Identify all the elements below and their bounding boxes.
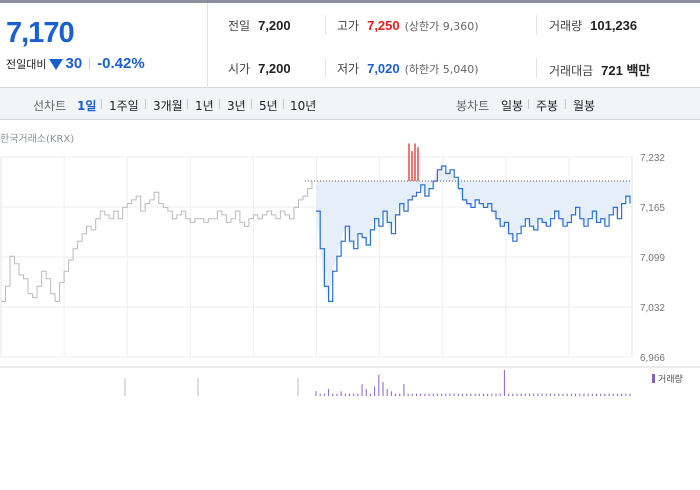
stat-value: 721 백만 — [601, 63, 651, 78]
tab-1y[interactable]: 1년 — [195, 99, 214, 113]
divider — [89, 57, 91, 70]
price-box: 7,170 전일대비 30 -0.42% — [0, 3, 208, 88]
change-percent: -0.42% — [97, 55, 145, 72]
down-triangle-icon — [49, 58, 64, 70]
data-source: 한국거래소(KRX) — [0, 134, 75, 145]
stat-low: 저가 7,020 (하한가 5,040) — [337, 60, 479, 77]
stat-value: 7,200 — [258, 61, 291, 76]
tab-3y[interactable]: 3년 — [227, 99, 246, 113]
volume-legend-label: 거래량 — [658, 375, 683, 385]
stat-prev-close: 전일 7,200 — [228, 17, 291, 34]
current-price: 7,170 — [6, 17, 75, 49]
stat-label: 시가 — [228, 62, 251, 76]
divider — [283, 99, 284, 109]
divider — [187, 99, 188, 109]
stat-trade-value: 거래대금 721 백만 — [549, 60, 650, 79]
quote-summary: 7,170 전일대비 30 -0.42% 전일 7,200 시가 7,200 고… — [0, 0, 700, 88]
divider — [325, 15, 326, 35]
stat-open: 시가 7,200 — [228, 60, 291, 77]
divider — [528, 99, 529, 109]
stat-sub: (상한가 9,360) — [404, 20, 479, 33]
stat-label: 고가 — [337, 19, 360, 33]
stat-label: 전일 — [228, 19, 251, 33]
stat-value: 101,236 — [590, 18, 638, 33]
tab-3m[interactable]: 3개월 — [153, 99, 183, 113]
series-today-fill — [316, 166, 630, 302]
divider — [325, 58, 326, 78]
stat-label: 저가 — [337, 62, 360, 76]
divider — [251, 99, 252, 109]
y-tick-label: 6,966 — [640, 353, 665, 364]
candle-chart-label: 봉차트 — [456, 99, 490, 113]
tab-5y[interactable]: 5년 — [259, 99, 278, 113]
series-today — [316, 165, 631, 302]
change-row: 전일대비 30 -0.42% — [6, 55, 145, 72]
series-previous-day — [1, 181, 313, 302]
stat-volume: 거래량 101,236 — [549, 17, 637, 34]
divider — [536, 15, 537, 35]
volume-swatch — [652, 374, 655, 383]
change-value: 30 — [65, 55, 83, 72]
tab-daily-candle[interactable]: 일봉 — [501, 99, 524, 113]
divider — [101, 99, 102, 109]
change-label: 전일대비 — [6, 57, 47, 71]
tab-monthly-candle[interactable]: 월봉 — [573, 99, 596, 113]
stat-value: 7,250 — [367, 18, 400, 33]
tab-10y[interactable]: 10년 — [290, 99, 317, 113]
stat-sub: (하한가 5,040) — [404, 63, 479, 76]
chart-tab-bar: 선차트 1일 1주일 3개월 1년 3년 5년 10년 봉차트 일봉 주봉 월봉 — [0, 88, 700, 120]
stat-high: 고가 7,250 (상한가 9,360) — [337, 17, 479, 34]
y-tick-label: 7,032 — [640, 303, 665, 314]
divider — [565, 99, 566, 109]
line-chart-label: 선차트 — [33, 99, 67, 113]
tab-1d[interactable]: 1일 — [77, 99, 97, 113]
y-tick-label: 7,165 — [640, 203, 665, 214]
stat-label: 거래대금 — [549, 64, 594, 78]
tab-1w[interactable]: 1주일 — [109, 99, 139, 113]
divider — [145, 99, 146, 109]
y-tick-label: 7,099 — [640, 253, 665, 264]
y-tick-label: 7,232 — [640, 153, 665, 164]
volume-legend: 거래량 — [652, 372, 683, 385]
price-chart: 7,232 7,165 7,099 7,032 6,966 — [0, 143, 700, 396]
stat-value: 7,200 — [258, 18, 291, 33]
divider — [536, 58, 537, 78]
tab-weekly-candle[interactable]: 주봉 — [536, 99, 559, 113]
stat-label: 거래량 — [549, 19, 583, 33]
stat-value: 7,020 — [367, 61, 400, 76]
divider — [219, 99, 220, 109]
